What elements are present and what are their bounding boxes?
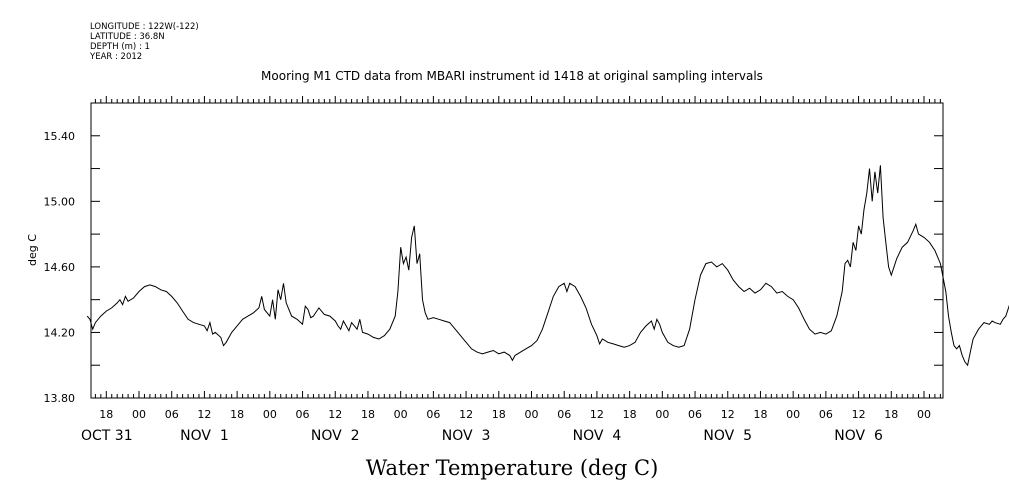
x-tick-label: 18 (884, 408, 898, 421)
longitude-label: LONGITUDE : 122W(-122) (90, 22, 199, 32)
x-axis-label: Water Temperature (deg C) (366, 456, 659, 480)
x-tick-label: 00 (132, 408, 146, 421)
metadata-block: LONGITUDE : 122W(-122) LATITUDE : 36.8N … (90, 22, 199, 62)
x-tick-label: 12 (590, 408, 604, 421)
y-tick-label: 14.20 (44, 326, 76, 339)
x-tick-label: 18 (623, 408, 637, 421)
x-tick-label: 18 (753, 408, 767, 421)
y-tick-label: 15.00 (44, 195, 76, 208)
x-tick-label: 06 (165, 408, 179, 421)
x-tick-label: 00 (655, 408, 669, 421)
x-date-label: NOV 6 (834, 428, 883, 444)
x-date-label: NOV 5 (703, 428, 752, 444)
x-date-label: NOV 1 (180, 428, 229, 444)
x-tick-label: 06 (688, 408, 702, 421)
series-layer (86, 165, 1009, 367)
x-tick-label: 12 (721, 408, 735, 421)
x-tick-label: 12 (459, 408, 473, 421)
x-tick-label: 18 (230, 408, 244, 421)
x-tick-label: 06 (819, 408, 833, 421)
x-tick-label: 00 (917, 408, 931, 421)
x-tick-label: 06 (296, 408, 310, 421)
x-tick-label: 06 (557, 408, 571, 421)
year-label: YEAR : 2012 (90, 52, 143, 62)
y-tick-label: 13.80 (44, 392, 76, 405)
x-tick-label: 18 (492, 408, 506, 421)
x-date-label: OCT 31 (81, 428, 133, 444)
depth-label: DEPTH (m) : 1 (90, 42, 150, 52)
y-axis-label: deg C (26, 234, 39, 266)
x-date-label: NOV 4 (573, 428, 622, 444)
y-tick-label: 14.60 (44, 261, 76, 274)
series-line-temperature (86, 165, 1009, 367)
x-tick-label: 00 (263, 408, 277, 421)
axes: 18 00 06 12 18 00 06 12 18 00 06 12 18 00 06 12 18 00 06 12… (44, 96, 944, 444)
latitude-label: LATITUDE : 36.8N (90, 32, 165, 42)
x-tick-label: 18 (361, 408, 375, 421)
plot-frame (90, 102, 944, 399)
x-tick-label: 00 (525, 408, 539, 421)
y-tick-label: 15.40 (44, 130, 76, 143)
x-tick-label: 12 (852, 408, 866, 421)
x-tick-label: 06 (426, 408, 440, 421)
x-tick-label: 18 (99, 408, 113, 421)
chart-title: Mooring M1 CTD data from MBARI instrumen… (261, 69, 763, 83)
x-date-label: NOV 2 (311, 428, 360, 444)
x-tick-label: 00 (394, 408, 408, 421)
x-tick-label: 12 (328, 408, 342, 421)
x-tick-label: 00 (786, 408, 800, 421)
x-date-label: NOV 3 (442, 428, 491, 444)
x-tick-label: 12 (197, 408, 211, 421)
